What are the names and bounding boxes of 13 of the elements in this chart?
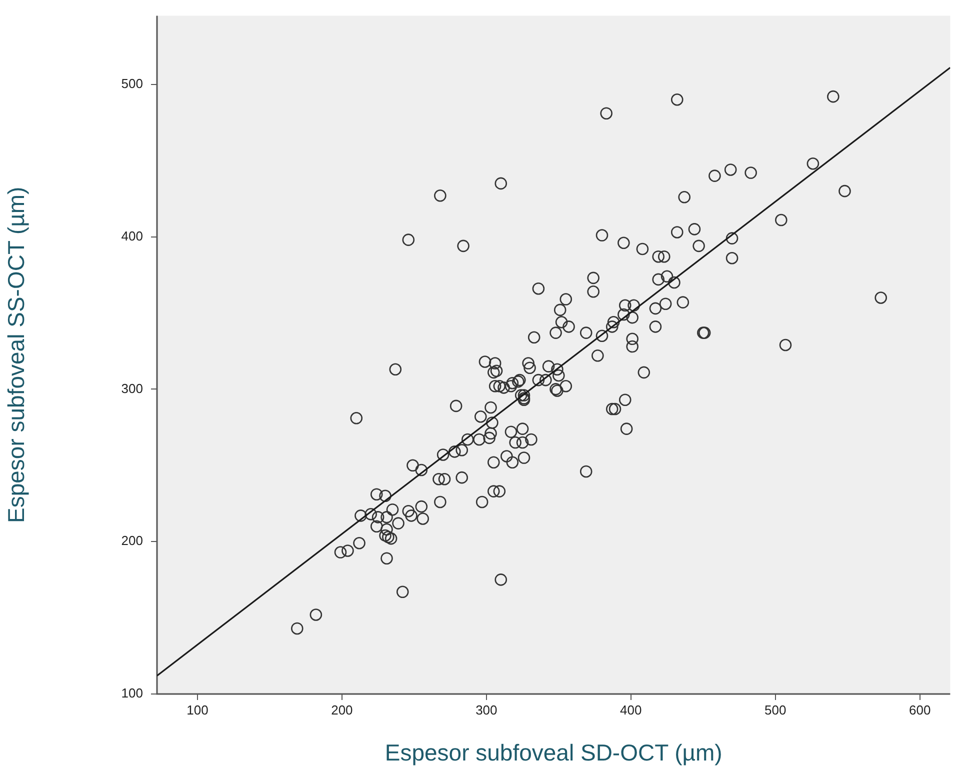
x-tick-label: 200 (331, 702, 353, 718)
x-tick-label: 100 (186, 702, 208, 718)
x-tick-label: 600 (909, 702, 931, 718)
x-tick-label: 300 (476, 702, 498, 718)
y-axis-title: Espesor subfoveal SS-OCT (µm) (3, 186, 30, 524)
y-tick-label: 500 (121, 76, 143, 91)
y-tick-label: 300 (121, 380, 143, 396)
x-tick-label: 500 (764, 702, 786, 718)
y-tick-label: 400 (121, 228, 143, 244)
y-tick-label: 200 (121, 533, 143, 548)
x-tick-label: 400 (620, 702, 642, 718)
x-axis-title: Espesor subfoveal SD-OCT (µm) (384, 740, 722, 766)
y-tick-label: 100 (121, 686, 143, 701)
